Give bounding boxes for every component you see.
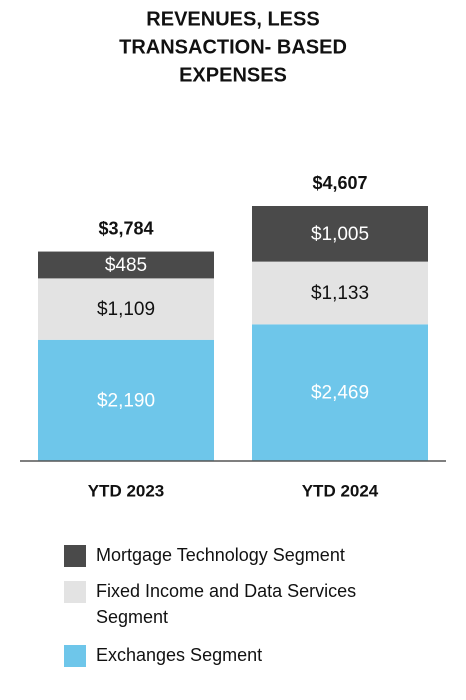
- legend-item: Exchanges Segment: [64, 644, 411, 668]
- chart-title: REVENUES, LESS: [146, 8, 319, 30]
- chart-title: EXPENSES: [179, 64, 287, 86]
- total-label: $3,784: [98, 218, 153, 238]
- bar-segment: [252, 324, 428, 461]
- data-label: $485: [105, 255, 147, 276]
- legend-swatch: [64, 581, 86, 603]
- legend-swatch: [64, 645, 86, 667]
- x-tick-label: YTD 2024: [302, 481, 379, 500]
- data-label: $1,005: [311, 224, 369, 245]
- legend-label: Mortgage Technology Segment: [96, 545, 345, 565]
- legend-label: Exchanges Segment: [96, 645, 263, 665]
- data-label: $1,109: [97, 299, 155, 320]
- legend-label: Fixed Income and Data Services Segment: [96, 581, 357, 627]
- legend-item: Fixed Income and Data Services Segment: [64, 580, 411, 630]
- x-tick-label: YTD 2023: [88, 481, 165, 500]
- bar-segment: [38, 251, 214, 279]
- bar-segment: [38, 278, 214, 340]
- data-label: $2,469: [311, 383, 369, 404]
- data-label: $2,190: [97, 390, 155, 411]
- bar-segment: [252, 206, 428, 262]
- bar-segment: [252, 261, 428, 325]
- legend-item: Mortgage Technology Segment: [64, 544, 411, 568]
- chart-title: TRANSACTION- BASED: [119, 36, 347, 58]
- data-label: $1,133: [311, 283, 369, 304]
- total-label: $4,607: [312, 173, 367, 193]
- legend-swatch: [64, 545, 86, 567]
- bar-segment: [38, 339, 214, 461]
